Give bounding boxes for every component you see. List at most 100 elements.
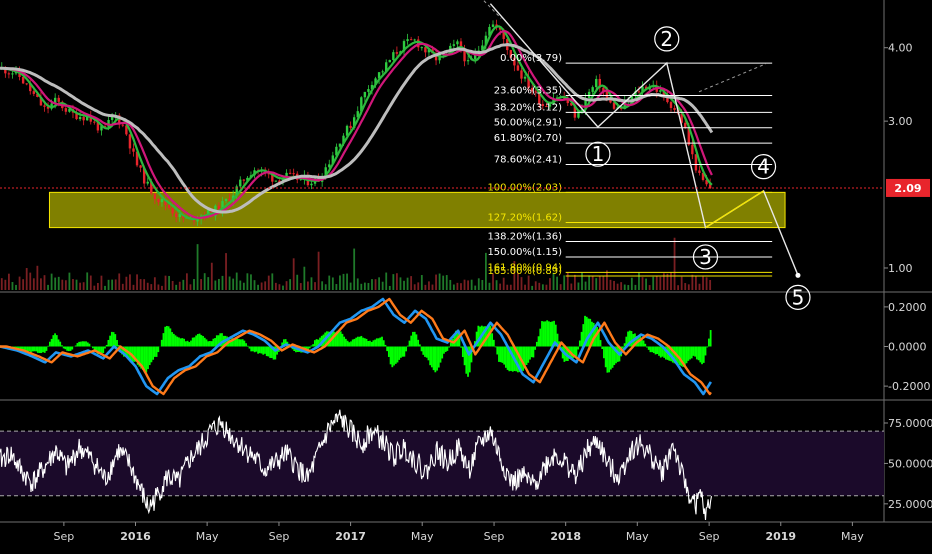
volume-bar [229,277,231,290]
macd-histogram-bar [221,333,223,346]
macd-histogram-bar [340,331,342,346]
wave-number: 3 [699,245,712,269]
macd-histogram-bar [448,347,450,348]
volume-bar [400,277,402,290]
volume-bar [303,267,305,290]
volume-bar [442,276,444,290]
macd-histogram-bar [64,347,66,350]
x-axis-label: 2016 [120,530,151,543]
macd-histogram-bar [491,333,493,346]
macd-histogram-bar [371,342,373,347]
volume-bar [428,281,430,290]
macd-histogram-bar [54,333,56,346]
volume-bar [353,249,355,290]
x-axis-label: 2018 [550,530,581,543]
macd-histogram-bar [658,347,660,356]
candle-body [492,24,494,26]
volume-bar [36,266,38,290]
volume-bar [542,284,544,290]
macd-histogram-bar [460,347,462,348]
macd-histogram-bar [266,347,268,357]
volume-bar [674,238,676,290]
wave-number: 5 [792,285,805,309]
macd-histogram-bar [624,343,626,346]
volume-bar [12,282,14,290]
macd-histogram-bar [405,347,407,352]
volume-bar [61,280,63,290]
volume-bar [652,277,654,290]
macd-histogram-bar [705,347,707,356]
macd-histogram-bar [49,342,51,347]
wave-number: 2 [660,27,673,51]
macd-histogram-bar [87,342,89,346]
rsi-band [0,431,884,496]
volume-bar [403,281,405,290]
macd-histogram-bar [526,347,528,366]
candle-body [410,39,412,40]
volume-bar [65,280,67,290]
volume-bar [538,283,540,290]
macd-histogram-bar [699,347,701,363]
macd-histogram-bar [489,326,491,347]
x-axis-label: Sep [699,530,720,543]
candle-body [591,87,593,92]
volume-bar [481,280,483,290]
volume-bar [54,278,56,290]
macd-histogram-bar [175,335,177,346]
volume-bar [44,275,46,290]
macd-histogram-bar [309,347,311,349]
macd-histogram-bar [204,338,206,347]
macd-histogram-bar [426,347,428,358]
macd-histogram-bar [686,347,688,364]
macd-histogram-bar [551,321,553,346]
macd-histogram-bar [650,347,652,353]
volume-bar [186,273,188,290]
candle-body [289,173,291,174]
macd-histogram-bar [462,347,464,358]
macd-histogram-bar [113,332,115,346]
macd-histogram-bar [403,347,405,357]
macd-histogram-bar [333,332,335,347]
volume-bar [243,283,245,290]
volume-bar [197,244,199,290]
macd-histogram-bar [610,347,612,370]
macd-histogram-bar [355,338,357,347]
x-axis-label: May [841,530,864,543]
macd-histogram-bar [34,347,36,352]
macd-histogram-bar [46,347,48,351]
macd-histogram-bar [348,342,350,346]
macd-histogram-bar [211,341,213,346]
macd-histogram-bar [104,347,106,349]
macd-histogram-bar [345,339,347,347]
volume-bar [432,285,434,290]
candle-body [129,134,131,148]
volume-bar [709,280,711,290]
macd-histogram-bar [646,347,648,348]
macd-histogram-bar [503,347,505,365]
volume-bar [79,283,81,290]
volume-bar [69,273,71,290]
macd-histogram-bar [698,347,700,361]
candle-body [684,123,686,128]
volume-bar [506,285,508,290]
macd-histogram-bar [102,347,104,354]
macd-histogram-bar [32,347,34,352]
macd-histogram-bar [374,340,376,347]
volume-bar [343,274,345,290]
macd-histogram-bar [163,333,165,346]
macd-histogram-bar [383,340,385,346]
macd-histogram-bar [422,347,424,355]
volume-bar [47,285,49,290]
macd-histogram-bar [58,339,60,346]
macd-histogram-bar [694,347,696,357]
x-axis-label: Sep [269,530,290,543]
macd-histogram-bar [710,330,712,346]
volume-bar [357,278,359,290]
volume-bar [474,286,476,290]
volume-bar [101,276,103,290]
candle-body [695,154,697,170]
macd-histogram-bar [262,347,264,355]
candle-body [225,199,227,201]
